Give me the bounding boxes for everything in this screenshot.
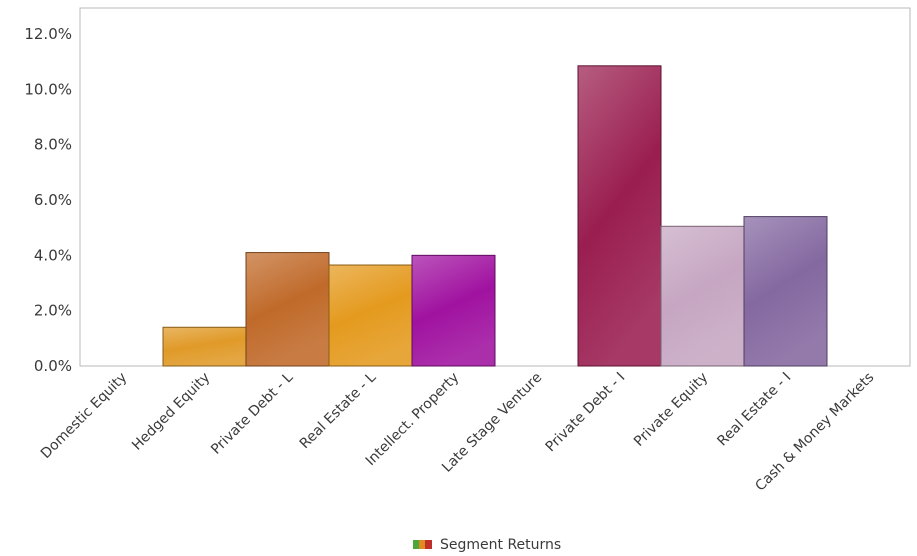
bar xyxy=(743,216,828,367)
x-tick-label: Real Estate - L xyxy=(297,369,380,452)
y-tick-label: 8.0% xyxy=(34,136,72,154)
bar xyxy=(328,264,413,367)
y-tick-label: 0.0% xyxy=(34,357,72,375)
x-tick-label: Real Estate - I xyxy=(714,370,794,450)
bars xyxy=(162,65,828,367)
y-tick-label: 10.0% xyxy=(24,80,72,98)
bar xyxy=(577,65,662,367)
y-tick-label: 6.0% xyxy=(34,191,72,209)
bar xyxy=(411,254,496,367)
x-tick-label: Private Debt - L xyxy=(208,369,296,457)
y-tick-label: 4.0% xyxy=(34,246,72,264)
legend-swatch-icon xyxy=(413,540,432,549)
y-axis: 0.0% 2.0% 4.0% 6.0% 8.0% 10.0% 12.0% xyxy=(24,25,72,375)
legend: Segment Returns xyxy=(413,537,561,553)
x-tick-label: Domestic Equity xyxy=(38,370,130,462)
x-tick-label: Private Debt - I xyxy=(543,370,629,456)
bar xyxy=(245,252,330,367)
bar xyxy=(660,225,745,367)
x-tick-label: Private Equity xyxy=(631,370,711,450)
x-tick-label: Intellect. Property xyxy=(363,370,463,470)
bar xyxy=(162,326,247,367)
legend-label: Segment Returns xyxy=(440,537,561,553)
x-tick-label: Hedged Equity xyxy=(129,370,213,454)
y-tick-label: 2.0% xyxy=(34,302,72,320)
y-tick-label: 12.0% xyxy=(24,25,72,43)
